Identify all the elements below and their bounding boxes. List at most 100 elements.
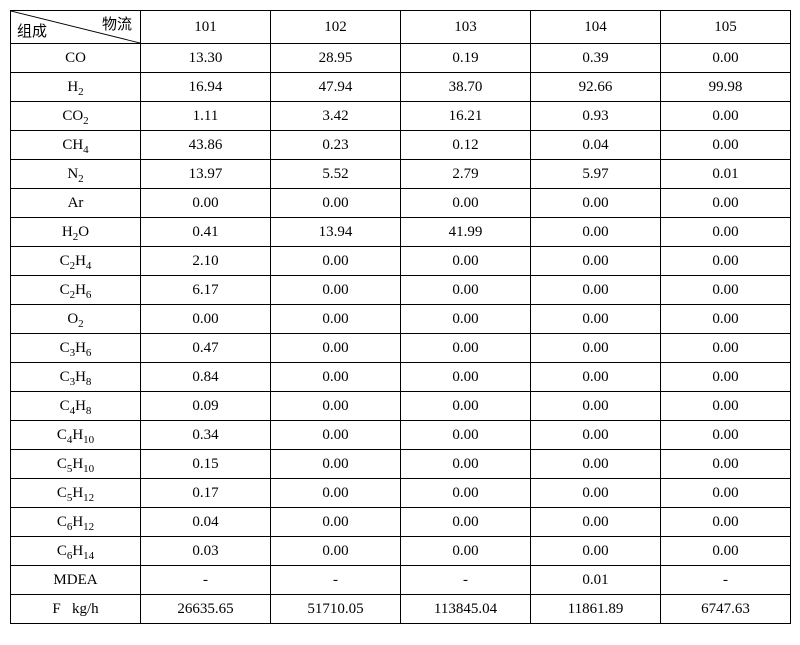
data-cell: 0.00 [401, 450, 531, 479]
data-cell: 0.00 [661, 392, 791, 421]
table-row: CH443.860.230.120.040.00 [11, 131, 791, 160]
diagonal-header-cell: 物流 组成 [11, 11, 141, 44]
row-label: C6H12 [11, 508, 141, 537]
data-cell: 13.97 [141, 160, 271, 189]
data-cell: 0.23 [271, 131, 401, 160]
data-cell: 0.00 [141, 189, 271, 218]
data-cell: 0.09 [141, 392, 271, 421]
table-row: C3H60.470.000.000.000.00 [11, 334, 791, 363]
data-cell: 0.84 [141, 363, 271, 392]
data-cell: 0.00 [401, 334, 531, 363]
data-cell: 0.00 [531, 276, 661, 305]
data-cell: 0.00 [401, 189, 531, 218]
table-row: C4H80.090.000.000.000.00 [11, 392, 791, 421]
data-cell: 0.00 [401, 421, 531, 450]
table-row: CO13.3028.950.190.390.00 [11, 44, 791, 73]
row-label: C4H10 [11, 421, 141, 450]
data-cell: - [271, 566, 401, 595]
data-cell: 0.00 [271, 189, 401, 218]
data-cell: 0.00 [661, 131, 791, 160]
data-cell: 3.42 [271, 102, 401, 131]
data-cell: 0.93 [531, 102, 661, 131]
data-cell: 0.00 [401, 305, 531, 334]
data-cell: 0.17 [141, 479, 271, 508]
row-label: F kg/h [11, 595, 141, 624]
table-row: MDEA---0.01- [11, 566, 791, 595]
data-cell: 5.97 [531, 160, 661, 189]
data-cell: 6747.63 [661, 595, 791, 624]
data-cell: 0.00 [271, 363, 401, 392]
data-cell: 0.00 [531, 508, 661, 537]
diag-top-label: 物流 [102, 13, 132, 34]
data-cell: 0.00 [401, 508, 531, 537]
data-cell: 0.00 [271, 247, 401, 276]
row-label: CO [11, 44, 141, 73]
col-header: 105 [661, 11, 791, 44]
data-cell: 0.00 [531, 305, 661, 334]
table-row: C6H120.040.000.000.000.00 [11, 508, 791, 537]
data-cell: 0.00 [401, 363, 531, 392]
data-cell: 0.00 [661, 102, 791, 131]
col-header: 102 [271, 11, 401, 44]
data-cell: 0.00 [661, 189, 791, 218]
data-cell: 0.00 [141, 305, 271, 334]
data-cell: 0.04 [531, 131, 661, 160]
data-cell: 51710.05 [271, 595, 401, 624]
data-cell: 0.00 [401, 392, 531, 421]
data-cell: 0.00 [531, 247, 661, 276]
data-cell: 0.00 [271, 392, 401, 421]
data-cell: 0.47 [141, 334, 271, 363]
data-cell: - [661, 566, 791, 595]
data-cell: 0.00 [271, 334, 401, 363]
data-cell: 0.00 [531, 334, 661, 363]
table-row: F kg/h26635.6551710.05113845.0411861.896… [11, 595, 791, 624]
data-cell: 0.00 [531, 363, 661, 392]
data-cell: 0.00 [531, 450, 661, 479]
data-cell: 43.86 [141, 131, 271, 160]
data-cell: 2.10 [141, 247, 271, 276]
row-label: C6H14 [11, 537, 141, 566]
data-cell: 0.00 [531, 537, 661, 566]
data-cell: 0.00 [401, 276, 531, 305]
data-cell: 0.00 [661, 305, 791, 334]
col-header: 103 [401, 11, 531, 44]
data-cell: 0.19 [401, 44, 531, 73]
data-cell: 0.01 [661, 160, 791, 189]
data-cell: 0.15 [141, 450, 271, 479]
data-cell: - [141, 566, 271, 595]
data-cell: 0.00 [401, 247, 531, 276]
col-header: 104 [531, 11, 661, 44]
table-row: H216.9447.9438.7092.6699.98 [11, 73, 791, 102]
table-row: Ar0.000.000.000.000.00 [11, 189, 791, 218]
data-cell: 0.00 [271, 537, 401, 566]
data-cell: 11861.89 [531, 595, 661, 624]
data-cell: 0.00 [661, 276, 791, 305]
table-body: CO13.3028.950.190.390.00H216.9447.9438.7… [11, 44, 791, 624]
data-cell: 0.34 [141, 421, 271, 450]
table-row: C6H140.030.000.000.000.00 [11, 537, 791, 566]
data-cell: 0.00 [661, 218, 791, 247]
table-row: CO21.113.4216.210.930.00 [11, 102, 791, 131]
row-label: H2O [11, 218, 141, 247]
row-label: C3H8 [11, 363, 141, 392]
data-cell: 0.00 [401, 479, 531, 508]
table-row: C5H100.150.000.000.000.00 [11, 450, 791, 479]
data-cell: 16.21 [401, 102, 531, 131]
data-cell: 0.00 [661, 334, 791, 363]
row-label: CH4 [11, 131, 141, 160]
table-row: C4H100.340.000.000.000.00 [11, 421, 791, 450]
data-cell: 0.00 [271, 305, 401, 334]
row-label: C2H4 [11, 247, 141, 276]
row-label: C5H12 [11, 479, 141, 508]
data-cell: 41.99 [401, 218, 531, 247]
col-header: 101 [141, 11, 271, 44]
data-cell: 0.00 [271, 450, 401, 479]
data-cell: 0.00 [531, 479, 661, 508]
data-cell: 92.66 [531, 73, 661, 102]
table-row: C2H42.100.000.000.000.00 [11, 247, 791, 276]
data-cell: 0.00 [661, 247, 791, 276]
data-cell: 26635.65 [141, 595, 271, 624]
data-cell: 0.39 [531, 44, 661, 73]
data-cell: 16.94 [141, 73, 271, 102]
table-row: C2H66.170.000.000.000.00 [11, 276, 791, 305]
